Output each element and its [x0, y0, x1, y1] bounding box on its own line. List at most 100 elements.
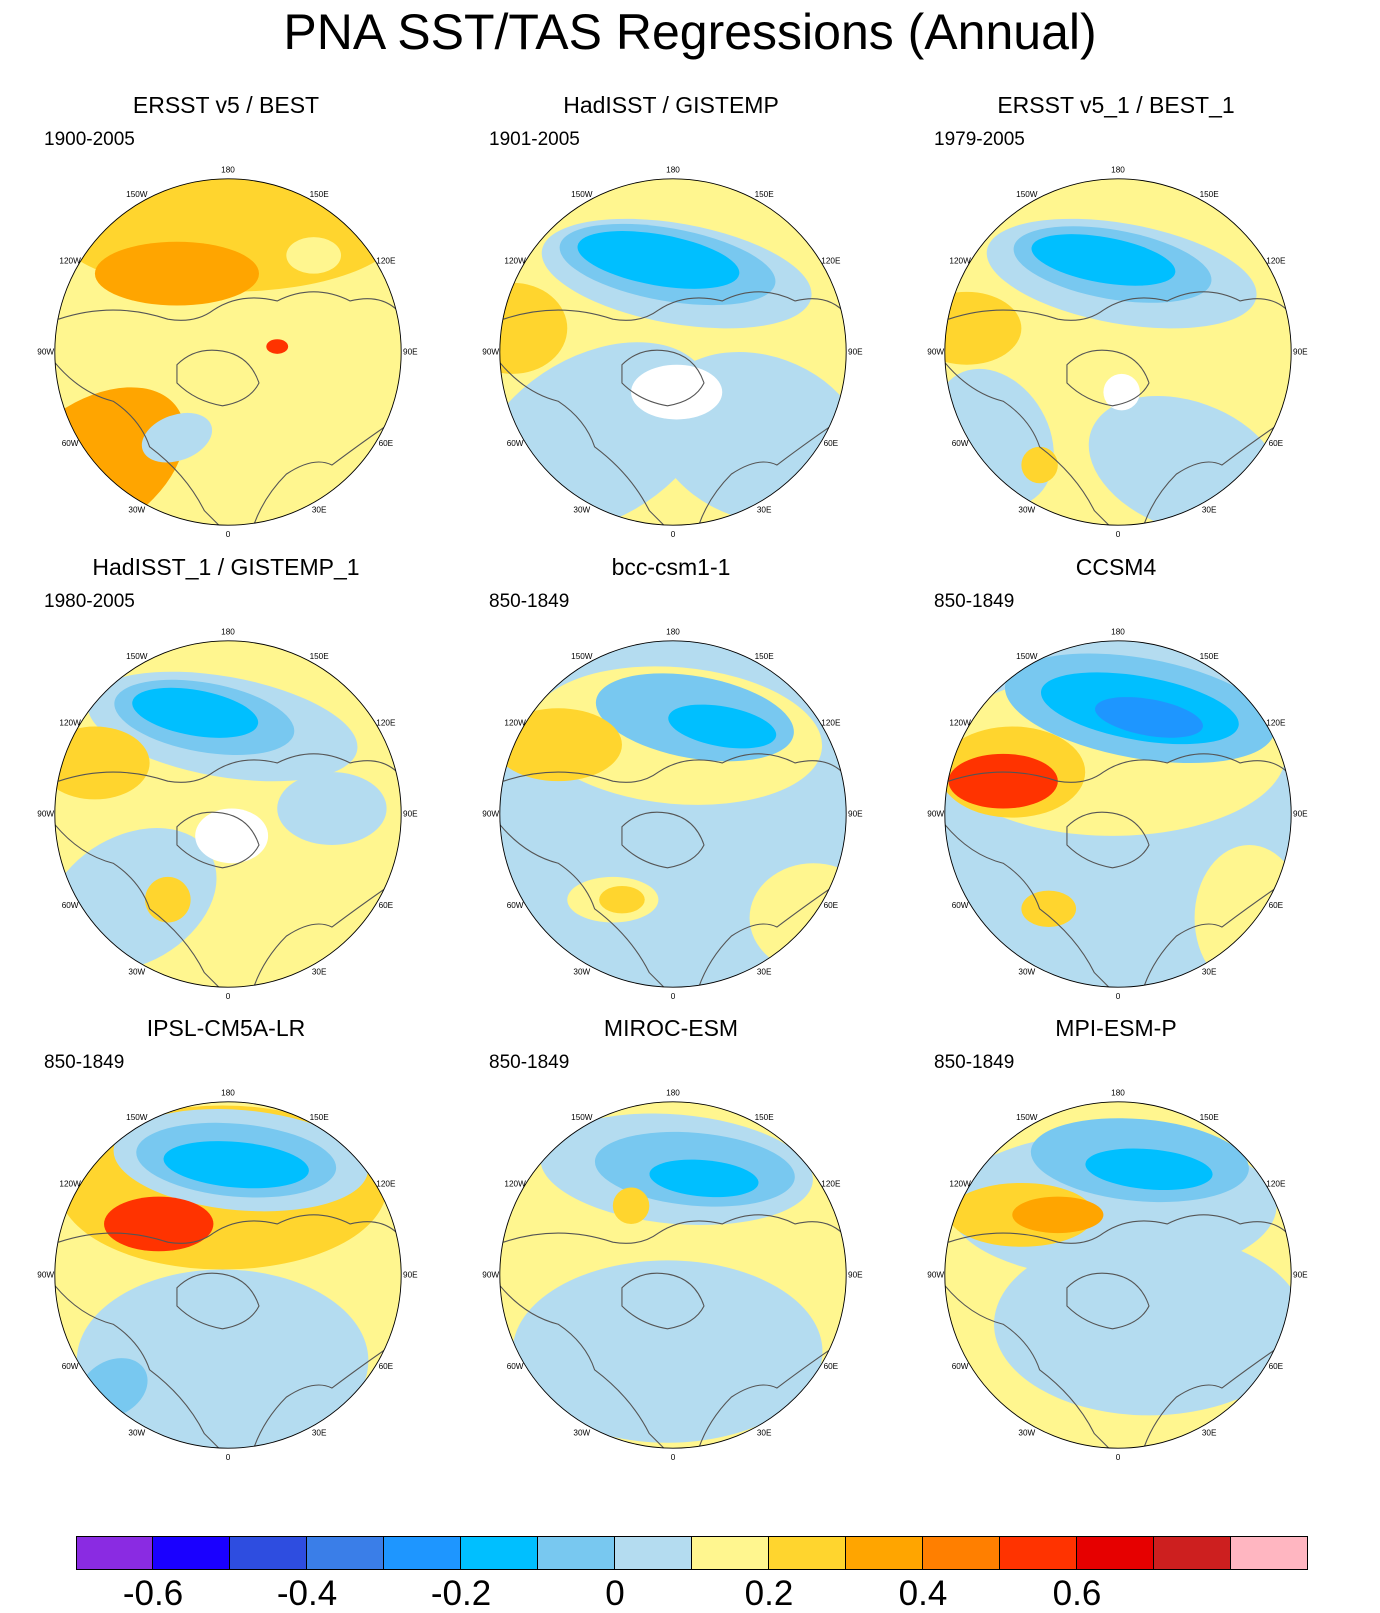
map-boundary	[54, 640, 402, 988]
coastline-eurasia	[249, 880, 397, 988]
longitude-label: 60W	[952, 1362, 969, 1371]
map-panel: MPI-ESM-P 850-1849 180 150E 120E 90E 60E 30E 0…	[896, 1013, 1336, 1483]
longitude-label: 90E	[1293, 810, 1308, 819]
panel-period: 850-1849	[44, 1052, 125, 1073]
longitude-label: 0	[671, 992, 676, 1001]
longitude-label: 90W	[927, 810, 944, 819]
longitude-label: 90E	[403, 810, 418, 819]
longitude-label: 120E	[1266, 257, 1286, 266]
panel-title: MPI-ESM-P	[1055, 1015, 1177, 1041]
polar-map: 180 150E 120E 90E 60E 30E 0 30W 60W 90W 120W 150W	[37, 165, 418, 539]
anomaly-region	[76, 1269, 369, 1449]
anomaly-region	[132, 687, 259, 738]
coastline-eurasia	[249, 1341, 397, 1449]
coastline-eurasia	[694, 418, 842, 526]
coastline-eurasia	[1139, 418, 1287, 526]
longitude-label: 180	[221, 627, 235, 636]
anomaly-region	[1021, 446, 1058, 484]
colorbar: -0.6 -0.4 -0.2 0 0.2 0.4 0.6	[76, 1536, 1308, 1612]
anomaly-region	[104, 1196, 214, 1252]
longitude-label: 180	[1111, 1088, 1125, 1097]
longitude-label: 90E	[1293, 1271, 1308, 1280]
coastline-eurasia	[1139, 880, 1287, 988]
longitude-label: 120W	[59, 719, 81, 728]
longitude-label: 30W	[128, 968, 145, 977]
regression-field	[499, 1101, 847, 1449]
anomaly-region	[631, 364, 723, 420]
colorbar-swatch	[230, 1536, 307, 1570]
anomaly-region	[948, 753, 1058, 809]
anomaly-region	[612, 1187, 650, 1224]
colorbar-swatch	[76, 1536, 153, 1570]
longitude-label: 150W	[1016, 190, 1038, 199]
panel-period: 850-1849	[934, 591, 1015, 612]
coastline-north-pacific	[58, 753, 402, 783]
colorbar-label: -0.2	[430, 1574, 492, 1613]
map-boundary	[54, 178, 402, 526]
anomaly-region	[195, 808, 269, 864]
panel-period: 1901-2005	[489, 129, 580, 150]
longitude-label: 90W	[482, 348, 499, 357]
longitude-label: 0	[1116, 530, 1121, 539]
panel-period: 850-1849	[489, 1052, 570, 1073]
longitude-label: 30W	[573, 506, 590, 515]
anomaly-region	[94, 241, 259, 306]
longitude-label: 30E	[757, 1429, 772, 1438]
coastline-north-pacific	[58, 1214, 402, 1244]
panel-title: CCSM4	[1075, 554, 1157, 580]
colorbar-swatch	[615, 1536, 692, 1570]
longitude-label: 60W	[507, 1362, 524, 1371]
map-panel: IPSL-CM5A-LR 850-1849 180 150E 120E 90E 60E 3…	[6, 1013, 446, 1483]
longitude-label: 60W	[507, 901, 524, 910]
longitude-label: 120W	[949, 1180, 971, 1189]
map-panel: MIROC-ESM 850-1849 180 150E 120E 90E 60E 30E 0…	[451, 1013, 891, 1483]
longitude-label: 180	[666, 627, 680, 636]
longitude-label: 60E	[1269, 901, 1284, 910]
anomaly-region	[1021, 890, 1077, 928]
longitude-label: 30W	[573, 968, 590, 977]
anomaly-region	[599, 886, 645, 914]
longitude-label: 30W	[128, 1429, 145, 1438]
longitude-label: 90E	[403, 348, 418, 357]
longitude-label: 60E	[379, 901, 394, 910]
longitude-label: 60E	[824, 439, 839, 448]
anomaly-region	[277, 772, 387, 845]
longitude-label: 120W	[949, 719, 971, 728]
coastlines	[54, 753, 402, 988]
longitude-label: 150E	[755, 1113, 775, 1122]
coastline-eurasia	[1139, 1341, 1287, 1449]
longitude-label: 150W	[1016, 652, 1038, 661]
colorbar-label: 0.6	[1052, 1574, 1102, 1613]
longitude-label: 90W	[927, 1271, 944, 1280]
colorbar-swatch	[307, 1536, 384, 1570]
coastline-arctic-islands	[621, 349, 705, 407]
polar-map: 180 150E 120E 90E 60E 30E 0 30W 60W 90W 120W 150W	[927, 165, 1308, 539]
anomaly-region	[141, 412, 213, 463]
coastline-north-pacific	[948, 1214, 1292, 1244]
coastline-eurasia	[694, 1341, 842, 1449]
longitude-label: 60E	[824, 901, 839, 910]
polar-map: 180 150E 120E 90E 60E 30E 0 30W 60W 90W 120W 150W	[37, 627, 418, 1001]
regression-field	[54, 640, 402, 988]
map-boundary	[499, 1101, 847, 1449]
colorbar-swatch	[538, 1536, 615, 1570]
regression-field	[499, 178, 847, 526]
panel-title: HadISST / GISTEMP	[563, 92, 779, 118]
longitude-label: 0	[226, 1453, 231, 1462]
longitude-label: 180	[666, 1088, 680, 1097]
colorbar-label: -0.6	[122, 1574, 184, 1613]
panel-title: ERSST v5_1 / BEST_1	[997, 92, 1235, 118]
polar-map: 180 150E 120E 90E 60E 30E 0 30W 60W 90W 120W 150W	[37, 1088, 418, 1462]
coastline-arctic-islands	[176, 349, 260, 407]
colorbar-swatch	[692, 1536, 769, 1570]
longitude-label: 180	[1111, 627, 1125, 636]
longitude-label: 150W	[126, 1113, 148, 1122]
anomaly-region	[266, 339, 289, 354]
coastline-americas	[499, 355, 678, 526]
longitude-label: 150W	[126, 190, 148, 199]
map-panel: ERSST v5_1 / BEST_1 1979-2005 180 150E 120…	[896, 90, 1336, 560]
longitude-label: 150E	[1200, 1113, 1220, 1122]
longitude-label: 90W	[482, 810, 499, 819]
panel-period: 850-1849	[489, 591, 570, 612]
longitude-label: 120E	[376, 1180, 396, 1189]
